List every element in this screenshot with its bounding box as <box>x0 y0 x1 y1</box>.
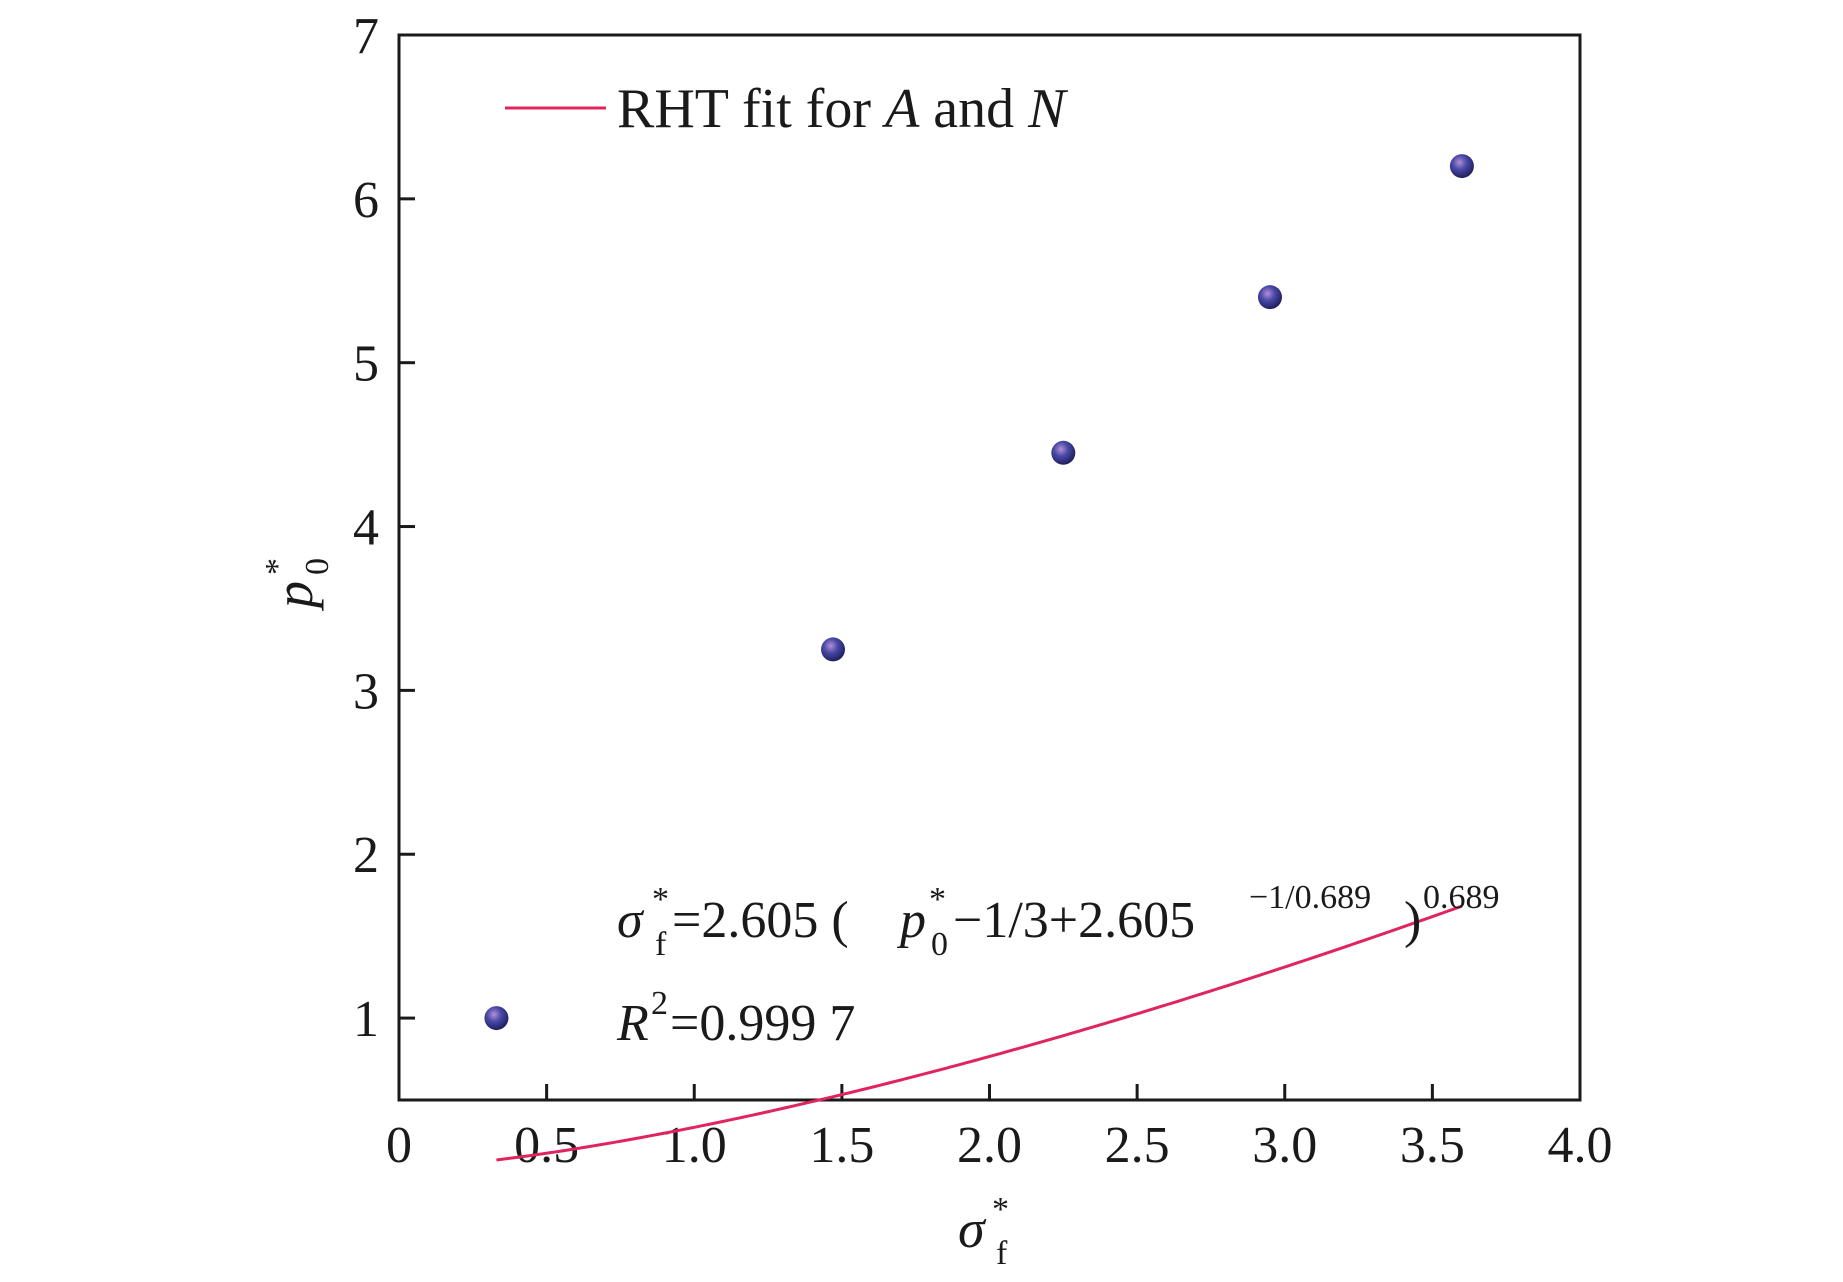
equation-p-sub: 0 <box>931 926 948 963</box>
y-tick-label: 7 <box>353 8 379 65</box>
equation-p: p <box>896 892 926 949</box>
equation-sigma: σ <box>617 892 645 949</box>
data-point <box>484 1006 509 1031</box>
x-tick-label: 3.5 <box>1400 1117 1465 1174</box>
y-axis-title-star: * <box>259 558 296 575</box>
x-tick-label: 2.5 <box>1105 1117 1170 1174</box>
data-point <box>1051 440 1076 465</box>
equation-tail: −1/3+2.605 <box>953 892 1195 949</box>
equation-exponent-inner: −1/0.689 <box>1249 879 1371 916</box>
x-axis-title-symbol: σ <box>958 1199 987 1259</box>
r-squared-exponent: 2 <box>651 985 668 1022</box>
equation-p-star: * <box>929 881 946 918</box>
legend: RHT fit for A and N <box>505 78 1068 140</box>
x-tick-label: 3.0 <box>1252 1117 1317 1174</box>
y-axis-title-symbol: p <box>264 581 324 612</box>
x-tick-label: 2.0 <box>957 1117 1022 1174</box>
equation-sigma-sub: f <box>655 926 667 963</box>
y-tick-label: 3 <box>353 663 379 720</box>
fit-curve <box>496 904 1463 1162</box>
y-tick-label: 5 <box>353 336 379 393</box>
legend-label: RHT fit for A and N <box>617 78 1068 140</box>
data-point <box>1449 154 1474 179</box>
y-axis-ticks: 1 2 3 4 5 6 7 <box>353 8 415 1048</box>
data-point <box>1257 285 1282 310</box>
data-point <box>821 637 846 662</box>
fit-equation: σ * f =2.605 ( p * 0 −1/3+2.605 −1/0.689… <box>617 879 1500 963</box>
x-tick-label: 0.5 <box>514 1117 579 1174</box>
x-axis-title: σ * f <box>958 1191 1009 1272</box>
equation-close-paren: ) <box>1404 892 1421 949</box>
x-tick-label: 0 <box>386 1117 412 1174</box>
r-squared-R: R <box>616 995 649 1052</box>
r-squared: R 2 =0.999 7 <box>616 985 855 1052</box>
y-tick-label: 2 <box>353 827 379 884</box>
data-points <box>484 154 1474 1031</box>
y-tick-label: 6 <box>353 172 379 229</box>
x-tick-label: 1.0 <box>662 1117 727 1174</box>
y-tick-label: 4 <box>353 500 379 557</box>
x-axis-title-star: * <box>992 1191 1009 1228</box>
equation-coefficient: =2.605 ( <box>672 892 849 949</box>
y-tick-label: 1 <box>353 991 379 1048</box>
y-axis-title-sub: 0 <box>299 558 336 575</box>
x-axis-title-sub: f <box>996 1235 1008 1272</box>
equation-exponent-outer: 0.689 <box>1423 879 1500 916</box>
x-tick-label: 4.0 <box>1548 1117 1613 1174</box>
equation-sigma-star: * <box>652 881 669 918</box>
x-axis-ticks: 0 0.5 1.0 1.5 2.0 2.5 3.0 3.5 4.0 <box>386 1084 1613 1174</box>
x-tick-label: 1.5 <box>809 1117 874 1174</box>
y-axis-title: p * 0 <box>259 558 336 612</box>
r-squared-value: =0.999 7 <box>670 995 855 1052</box>
